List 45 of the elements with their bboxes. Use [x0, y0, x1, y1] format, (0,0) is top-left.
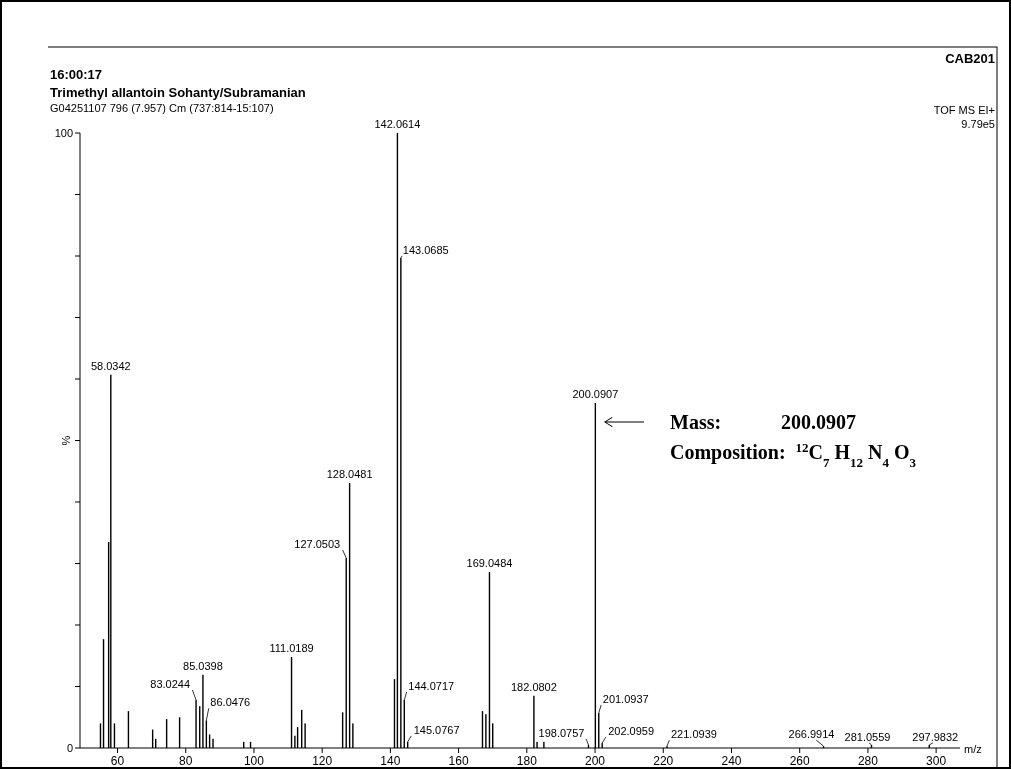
- annotation: 221.0939: [670, 728, 717, 741]
- annotation: 86.0476: [210, 696, 251, 709]
- text: G04251107 796 (7.957) Cm (737:814-15:107): [50, 102, 274, 114]
- annotation: 202.0959: [608, 725, 655, 738]
- x-tick-label: 80: [179, 754, 193, 768]
- annotation: 198.0757: [538, 726, 585, 739]
- x-tick-label: 140: [380, 754, 401, 768]
- text: TOF MS EI+: [933, 104, 995, 116]
- chart-subtitle: 16:00:17: [50, 67, 103, 82]
- annotation: Mass: 200.0907: [670, 411, 857, 434]
- annotation: 145.0767: [413, 723, 460, 736]
- annotation: 169.0484: [466, 557, 513, 570]
- annotation: 200.0907: [572, 387, 619, 400]
- x-tick-label: 180: [516, 754, 538, 768]
- x-tick-label: 120: [312, 754, 333, 768]
- text: CAB201: [945, 51, 995, 66]
- annotation: 111.0189: [269, 641, 314, 654]
- y-tick-label: 0: [66, 742, 73, 754]
- x-tick-label: 240: [721, 754, 742, 768]
- x-axis-title: m/z: [964, 743, 982, 755]
- annotation: 127.0503: [294, 537, 341, 550]
- x-tick-label: 280: [857, 754, 879, 768]
- annotation: 297.9832: [912, 730, 959, 743]
- x-tick-label: 200: [585, 754, 606, 768]
- annotation: 128.0481: [326, 467, 373, 480]
- annotation: 281.0559: [844, 730, 891, 743]
- annotation: 58.0342: [90, 359, 131, 372]
- annotation: 85.0398: [183, 659, 223, 672]
- annotation: 182.0802: [510, 680, 557, 693]
- x-tick-label: 100: [243, 754, 265, 768]
- annotation: 142.0614: [374, 118, 421, 130]
- text: 9.79e5: [961, 118, 995, 130]
- annotation: 83.0244: [150, 678, 191, 691]
- y-axis-title: %: [60, 435, 72, 446]
- x-tick-label: 300: [926, 754, 947, 768]
- text: Composition: $^{12}$C$_{7}$ H$_{12}$ N$_{4}$ O$_{3}$: [670, 439, 917, 470]
- x-tick-label: 260: [789, 754, 811, 768]
- chart-title: Trimethyl allantoin Sohanty/Subramanian: [50, 85, 306, 100]
- annotation: 201.0937: [602, 692, 649, 705]
- annotation: 143.0685: [402, 243, 449, 256]
- x-tick-label: 220: [653, 754, 674, 768]
- x-tick-label: 60: [110, 754, 125, 768]
- x-tick-label: 160: [448, 754, 469, 768]
- annotation: 144.0717: [408, 680, 455, 693]
- annotation: 266.9914: [788, 728, 835, 741]
